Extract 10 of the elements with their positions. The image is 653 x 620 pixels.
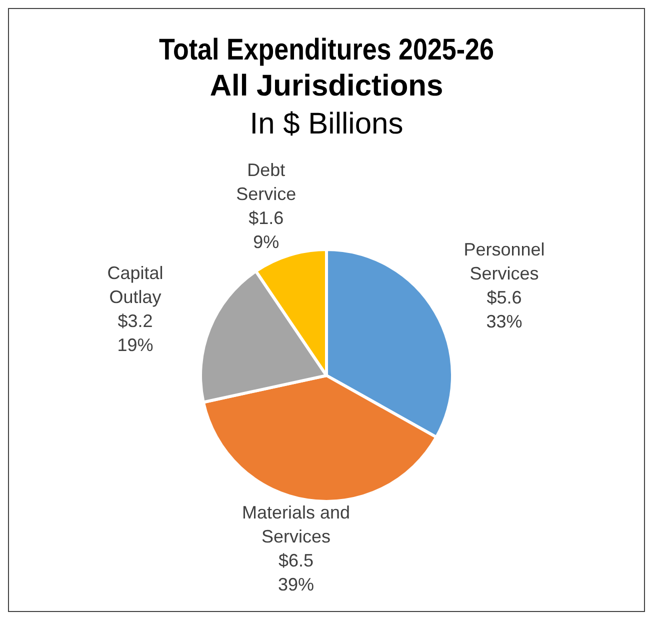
- slice-label: Capital Outlay: [107, 263, 164, 308]
- data-label: $6.5 39%: [278, 550, 314, 595]
- slice-label: Materials and Services: [242, 502, 350, 547]
- chart-title: Total Expenditures 2025-26 All Jurisdictions: [159, 32, 494, 102]
- data-label: $3.2 19%: [117, 311, 154, 356]
- slice-label: Personnel Services: [464, 240, 545, 284]
- data-label: $1.6 9%: [248, 208, 284, 252]
- data-label: $5.6 33%: [486, 288, 522, 332]
- chart-subtitle: In $ Billions: [250, 107, 404, 140]
- slice-label: Debt Service: [236, 160, 296, 204]
